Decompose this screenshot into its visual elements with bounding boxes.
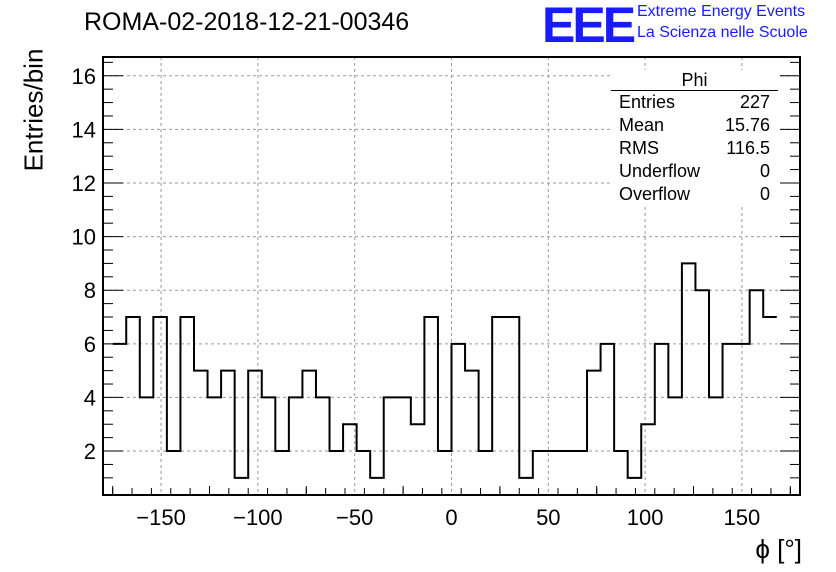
y-tick-label: 14 <box>72 117 96 142</box>
histogram-bin <box>384 397 398 495</box>
x-tick-label: −100 <box>233 505 283 530</box>
histogram-bin <box>763 317 777 495</box>
stats-box: Phi Entries 227 Mean 15.76 RMS 116.5 Und… <box>611 70 778 206</box>
histogram-bin <box>519 478 533 495</box>
x-tick-label: 100 <box>627 505 664 530</box>
histogram-bin <box>750 290 764 495</box>
histogram-bin <box>235 478 249 495</box>
histogram-bin <box>167 451 181 495</box>
histogram-bin <box>153 317 167 495</box>
histogram-bin <box>208 397 222 495</box>
stats-row-underflow: Underflow 0 <box>611 160 778 183</box>
histogram-bin <box>397 397 411 495</box>
histogram-bin <box>492 317 506 495</box>
histogram-bin <box>655 344 669 495</box>
histogram-bin <box>140 397 154 495</box>
y-tick-label: 10 <box>72 225 96 250</box>
stats-label: Overflow <box>619 184 691 204</box>
x-tick-label: −50 <box>336 505 373 530</box>
histogram-bin <box>113 344 127 495</box>
stats-value: 0 <box>759 161 770 181</box>
x-axis-label: ϕ [°] <box>755 534 802 564</box>
plot-title: ROMA-02-2018-12-21-00346 <box>84 8 410 36</box>
histogram-bin <box>736 344 750 495</box>
y-tick-label: 2 <box>84 439 96 464</box>
stats-row-rms: RMS 116.5 <box>611 137 778 160</box>
histogram-bin <box>330 451 344 495</box>
histogram-bin <box>302 371 316 495</box>
histogram-bin <box>723 344 737 495</box>
stats-value: 116.5 <box>726 138 770 158</box>
histogram-bin <box>343 424 357 495</box>
stats-box-title: Phi <box>611 70 778 91</box>
stats-value: 15.76 <box>724 115 770 135</box>
histogram-bin <box>126 317 140 495</box>
logo-tagline-2: La Scienza nelle Scuole <box>637 24 808 41</box>
stats-value: 227 <box>739 92 770 112</box>
stats-row-overflow: Overflow 0 <box>611 183 778 206</box>
stats-row-entries: Entries 227 <box>611 91 778 114</box>
y-tick-label: 8 <box>84 278 96 303</box>
y-axis-label: Entries/bin <box>18 48 49 172</box>
histogram-bin <box>180 317 194 495</box>
stats-label: RMS <box>619 138 659 158</box>
x-tick-label: 50 <box>536 505 560 530</box>
histogram-bin <box>641 424 655 495</box>
histogram-bin <box>221 371 235 495</box>
histogram-bin <box>560 451 574 495</box>
histogram-bin <box>357 451 371 495</box>
histogram-bin <box>438 451 452 495</box>
histogram-bin <box>601 344 615 495</box>
eee-logo: EEE <box>542 0 636 53</box>
histogram-bin <box>682 263 696 495</box>
histogram-step-line <box>112 262 777 479</box>
stats-row-mean: Mean 15.76 <box>611 114 778 137</box>
histogram-bin <box>506 317 520 495</box>
histogram-bin <box>465 371 479 495</box>
histogram-bin <box>370 478 384 495</box>
x-tick-label: 0 <box>445 505 457 530</box>
histogram-bin <box>709 397 723 495</box>
histogram-bin <box>316 397 330 495</box>
stats-label: Mean <box>619 115 665 135</box>
y-tick-label: 4 <box>84 385 96 410</box>
plot-frame <box>102 56 801 496</box>
histogram-bin <box>695 290 709 495</box>
histogram-bin <box>628 478 642 495</box>
histogram-bin <box>248 371 262 495</box>
y-tick-label: 6 <box>84 332 96 357</box>
histogram-bin <box>573 451 587 495</box>
x-tick-label: −150 <box>136 505 186 530</box>
stats-value: 0 <box>759 184 770 204</box>
logo-tagline-1: Extreme Energy Events <box>637 3 806 20</box>
stats-label: Entries <box>619 92 676 112</box>
y-tick-label: 12 <box>72 171 96 196</box>
x-tick-label: 150 <box>724 505 761 530</box>
histogram-bin <box>411 424 425 495</box>
histogram-bin <box>289 397 303 495</box>
histogram-bin <box>587 371 601 495</box>
histogram-bin <box>533 451 547 495</box>
histogram-bin <box>668 397 682 495</box>
histogram-bin <box>452 344 466 495</box>
histogram-bin <box>262 397 276 495</box>
y-tick-label: 16 <box>72 64 96 89</box>
stats-label: Underflow <box>619 161 701 181</box>
histogram-bin <box>194 371 208 495</box>
histogram-bin <box>424 317 438 495</box>
